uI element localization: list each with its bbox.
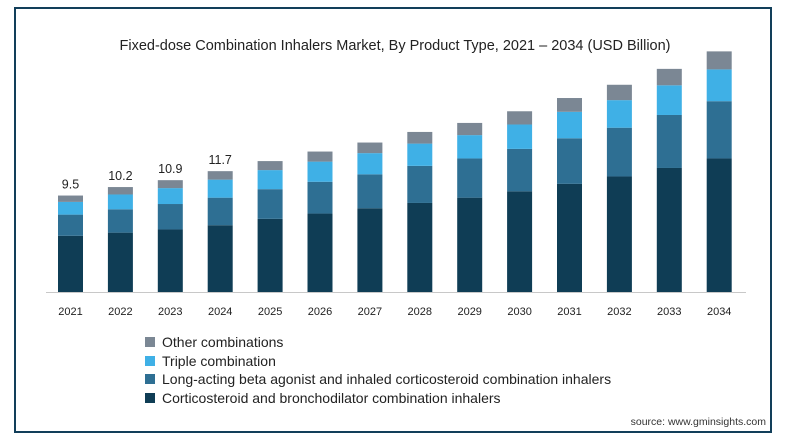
bar-segment — [457, 197, 483, 292]
bar-segment — [207, 171, 233, 180]
bar-segment — [58, 201, 83, 215]
bar-segment — [157, 204, 183, 230]
x-tick-label: 2025 — [258, 306, 282, 318]
legend-label: Long-acting beta agonist and inhaled cor… — [162, 371, 612, 388]
bar-segment — [157, 180, 183, 189]
bar-segment — [307, 151, 333, 162]
x-tick-label: 2031 — [557, 306, 581, 318]
bar-segment — [357, 174, 383, 209]
bar-segment — [157, 229, 183, 292]
bar-segment — [557, 183, 582, 292]
source-note: source: www.gminsights.com — [630, 416, 766, 428]
bar-segment — [557, 111, 582, 139]
x-tick-label: 2028 — [408, 306, 432, 318]
bar-segment — [507, 148, 533, 192]
x-tick-label: 2033 — [657, 306, 681, 318]
bar-segment — [606, 127, 632, 177]
x-tick-label: 2034 — [707, 306, 731, 318]
bar-segment — [357, 153, 383, 175]
legend-swatch — [145, 355, 155, 366]
bar-segment — [457, 135, 483, 159]
bar-segment — [457, 122, 483, 136]
bar-segment — [357, 208, 383, 292]
x-tick-label: 2022 — [108, 306, 132, 318]
bar-segment — [606, 100, 632, 128]
x-tick-label: 2027 — [358, 306, 382, 318]
bar-segment — [307, 181, 333, 214]
bar-segment — [407, 143, 433, 166]
data-label: 10.9 — [158, 162, 182, 176]
bar-segment — [207, 225, 233, 292]
bar-segment — [207, 197, 233, 226]
bar-segment — [58, 235, 83, 292]
bar-segment — [507, 124, 533, 149]
data-label: 9.5 — [62, 178, 79, 192]
bar-segment — [58, 195, 83, 202]
bar-segment — [407, 131, 433, 144]
chart-title: Fixed-dose Combination Inhalers Market, … — [119, 38, 671, 54]
bar-segment — [407, 202, 433, 292]
bar-segment — [656, 85, 682, 115]
bar-segment — [107, 194, 133, 210]
legend-item: Other combinations — [145, 333, 611, 352]
bar-segment — [257, 218, 283, 292]
bar-segment — [557, 138, 582, 184]
bar-segment — [257, 170, 283, 190]
bar-segment — [157, 188, 183, 205]
x-tick-label: 2032 — [607, 306, 631, 318]
bar-segment — [507, 191, 533, 292]
bar-segment — [656, 114, 682, 168]
bar-segment — [107, 232, 133, 292]
bar-segment — [107, 187, 133, 195]
bar-segment — [656, 167, 682, 292]
bar-segment — [357, 142, 383, 154]
data-label: 10.2 — [108, 169, 132, 183]
bar-segment — [307, 213, 333, 292]
bar-segment — [457, 158, 483, 198]
bar-segment — [257, 189, 283, 219]
bar-segment — [606, 176, 632, 292]
bar-segment — [656, 68, 682, 86]
legend-item: Long-acting beta agonist and inhaled cor… — [145, 370, 611, 389]
x-tick-label: 2026 — [308, 306, 332, 318]
legend-swatch — [145, 337, 155, 348]
bar-segment — [507, 111, 533, 125]
x-tick-label: 2024 — [208, 306, 232, 318]
bar-segment — [706, 101, 732, 159]
legend-label: Corticosteroid and bronchodilator combin… — [162, 389, 501, 406]
bar-segment — [107, 209, 133, 233]
bar-segment — [706, 69, 732, 102]
bar-segment — [706, 51, 732, 70]
data-label: 11.7 — [208, 153, 231, 167]
x-tick-label: 2021 — [58, 306, 82, 318]
bar-segment — [307, 161, 333, 182]
bar-segment — [257, 161, 283, 171]
legend-item: Triple combination — [145, 352, 611, 371]
x-tick-label: 2030 — [507, 306, 531, 318]
legend-label: Other combinations — [162, 334, 284, 351]
legend-label: Triple combination — [162, 352, 276, 369]
legend-swatch — [145, 374, 155, 385]
bar-segment — [58, 214, 83, 236]
bar-segment — [407, 165, 433, 203]
chart-legend: Other combinations Triple combination Long… — [145, 333, 611, 407]
legend-item: Corticosteroid and bronchodilator combin… — [145, 389, 611, 408]
bar-segment — [207, 179, 233, 198]
chart-frame — [14, 7, 772, 433]
legend-swatch — [145, 392, 155, 403]
x-tick-label: 2029 — [457, 306, 481, 318]
bar-segment — [706, 158, 732, 292]
bar-segment — [557, 98, 582, 112]
bar-segment — [606, 84, 632, 101]
x-tick-label: 2023 — [158, 306, 182, 318]
